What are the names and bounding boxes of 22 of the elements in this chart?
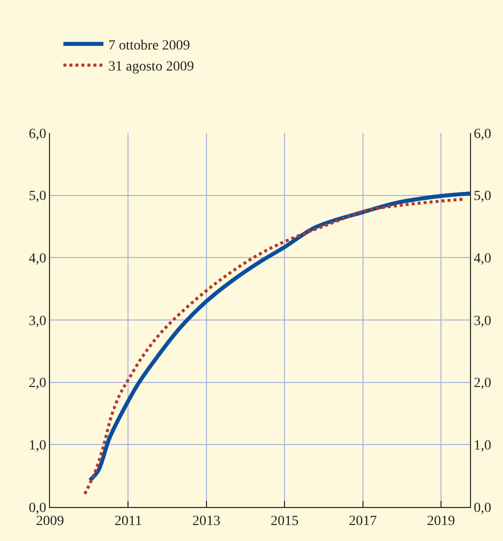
y2-tick-label: 1,0 [474, 438, 492, 454]
y-tick-label: 2,0 [28, 376, 46, 392]
y2-tick-label: 0,0 [474, 500, 492, 516]
y-tick-label: 6,0 [28, 126, 46, 142]
x-tick-label: 2011 [114, 514, 142, 529]
y2-tick-label: 4,0 [474, 252, 492, 267]
y-tick-label: 5,0 [28, 189, 46, 204]
y-tick-label: 0,0 [28, 500, 46, 516]
legend-label: 7 ottobre 2009 [108, 38, 190, 54]
x-tick-label: 2015 [270, 514, 299, 529]
y2-tick-label: 2,0 [474, 376, 492, 392]
x-tick-label: 2013 [192, 514, 220, 529]
y2-tick-label: 6,0 [474, 126, 492, 142]
x-tick-label: 2009 [36, 514, 64, 529]
y-tick-label: 4,0 [28, 252, 46, 267]
y2-tick-label: 3,0 [474, 314, 492, 329]
y2-tick-label: 5,0 [474, 189, 492, 204]
y-tick-label: 3,0 [28, 314, 46, 329]
y-tick-label: 1,0 [28, 438, 46, 454]
x-tick-label: 2017 [348, 514, 377, 529]
legend-label: 31 agosto 2009 [108, 60, 194, 75]
x-tick-label: 2019 [427, 514, 456, 529]
